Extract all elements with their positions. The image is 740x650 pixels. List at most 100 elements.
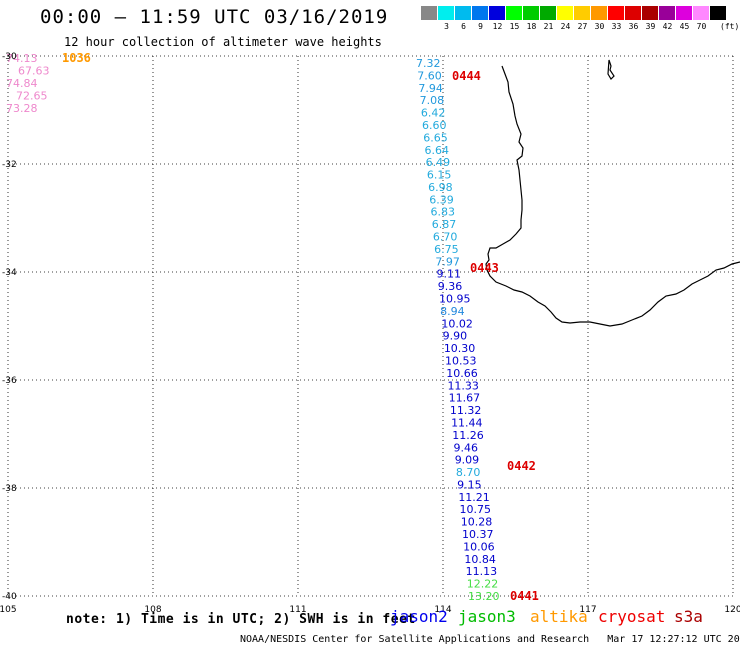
track-time-label: 0444 — [452, 69, 481, 83]
color-swatch — [472, 6, 489, 20]
color-swatch — [455, 6, 472, 20]
west-track-value: 67.63 — [18, 65, 50, 78]
lat-tick-label: -34 — [2, 268, 17, 278]
map-grid — [7, 55, 734, 597]
track-value: 9.90 — [443, 330, 468, 343]
color-swatch — [693, 6, 710, 20]
color-scale-tick: 24 — [560, 22, 571, 31]
track-value: 13.20 — [468, 590, 500, 603]
track-value: 6.39 — [429, 193, 454, 206]
track-value: 9.11 — [437, 268, 462, 281]
track-value: 11.26 — [452, 429, 484, 442]
color-scale-tick: 12 — [492, 22, 503, 31]
axis-tick-labels: 105 108 111 114 117 120 -30 -32 -34 -36 -38 -40 — [0, 52, 740, 615]
color-swatch — [710, 6, 727, 20]
footer-agency: NOAA/NESDIS Center for Satellite Applica… — [240, 634, 590, 645]
track-value: 11.33 — [447, 379, 479, 392]
track-value: 12.22 — [467, 578, 499, 591]
color-swatch — [557, 6, 574, 20]
track-value: 10.37 — [462, 528, 494, 541]
color-swatch — [506, 6, 523, 20]
track-value: 6.15 — [427, 169, 452, 182]
color-scale-tick: 27 — [577, 22, 588, 31]
color-swatch — [608, 6, 625, 20]
track-time-labels: 0444 0443 0442 0441 — [452, 69, 539, 603]
legend-s3a: s3a — [674, 607, 703, 626]
track-value: 11.67 — [449, 392, 481, 405]
color-scale-tick: 30 — [594, 22, 605, 31]
track-value: 7.97 — [435, 255, 460, 268]
color-swatch — [676, 6, 693, 20]
color-scale-tick: 15 — [509, 22, 520, 31]
track-value: 9.15 — [457, 478, 482, 491]
lat-tick-label: -38 — [2, 484, 17, 494]
color-scale-tick: 3 — [444, 22, 449, 31]
color-scale-tick: 18 — [526, 22, 537, 31]
lon-tick-label: 114 — [434, 605, 451, 615]
track-value: 11.44 — [451, 416, 483, 429]
west-track-value: 73.28 — [6, 102, 38, 115]
lat-tick-label: -36 — [2, 376, 17, 386]
track-value: 11.21 — [458, 491, 490, 504]
track-value: 10.30 — [444, 342, 476, 355]
track-value: 9.09 — [455, 454, 480, 467]
track-value: 9.46 — [453, 441, 478, 454]
west-track-value: 72.65 — [16, 90, 48, 103]
note-text: note: 1) Time is in UTC; 2) SWH is in fe… — [66, 612, 416, 627]
color-scale-tick: 33 — [611, 22, 622, 31]
track-time-label: 0442 — [507, 459, 536, 473]
track-value: 6.83 — [431, 206, 456, 219]
track-value: 8.70 — [456, 466, 481, 479]
track-value: 6.87 — [432, 218, 457, 231]
west-track-value: 74.13 — [6, 52, 38, 65]
legend-jason2: jason2 — [390, 607, 448, 626]
track-value: 11.32 — [450, 404, 482, 417]
lat-tick-label: -32 — [2, 160, 17, 170]
lon-tick-label: 108 — [144, 605, 161, 615]
lon-tick-label: 111 — [289, 605, 306, 615]
legend-jason3: jason3 — [458, 607, 516, 626]
australia-coastline — [485, 59, 740, 327]
color-scale-tick: 70 — [696, 22, 707, 31]
color-scale-bar — [421, 6, 727, 20]
track-value: 7.60 — [417, 69, 442, 82]
main-track-values: 7.327.607.947.086.426.606.656.646.496.15… — [416, 57, 500, 603]
track-value: 8.94 — [440, 305, 465, 318]
lon-tick-label: 117 — [579, 605, 596, 615]
footer-credit: NOAA/NESDIS Center for Satellite Applica… — [240, 634, 740, 645]
color-scale-tick: 36 — [628, 22, 639, 31]
track-value: 10.66 — [446, 367, 478, 380]
color-scale-labels: 3 6 9 12 15 18 21 24 27 30 33 36 39 42 45 70 — [421, 22, 727, 31]
track-value: 6.65 — [423, 131, 448, 144]
color-scale-tick: 9 — [478, 22, 483, 31]
color-swatch — [421, 6, 438, 20]
track-value: 7.94 — [418, 82, 443, 95]
track-value: 7.32 — [416, 57, 441, 70]
color-swatch — [489, 6, 506, 20]
track-value: 10.28 — [461, 516, 493, 529]
color-swatch — [540, 6, 557, 20]
track-value: 6.70 — [433, 231, 458, 244]
track-value: 11.13 — [466, 565, 498, 578]
color-swatch — [523, 6, 540, 20]
track-value: 10.95 — [439, 293, 471, 306]
track-value: 6.60 — [422, 119, 447, 132]
color-swatch — [591, 6, 608, 20]
track-value: 10.06 — [463, 540, 495, 553]
track-value: 10.75 — [460, 503, 492, 516]
track-time-label: 0443 — [470, 261, 499, 275]
track-value: 10.53 — [445, 354, 477, 367]
color-scale-tick: 39 — [645, 22, 656, 31]
track-value: 6.42 — [421, 107, 446, 120]
color-swatch — [642, 6, 659, 20]
color-swatch — [574, 6, 591, 20]
color-scale-tick: 21 — [543, 22, 554, 31]
track-value: 6.75 — [434, 243, 459, 256]
lon-tick-label: 105 — [0, 605, 17, 615]
track-value: 7.08 — [420, 94, 445, 107]
footer-timestamp: Mar 17 12:27:12 UTC 2019 — [607, 634, 740, 645]
color-swatch — [625, 6, 642, 20]
track-value: 6.64 — [424, 144, 449, 157]
color-swatch — [438, 6, 455, 20]
